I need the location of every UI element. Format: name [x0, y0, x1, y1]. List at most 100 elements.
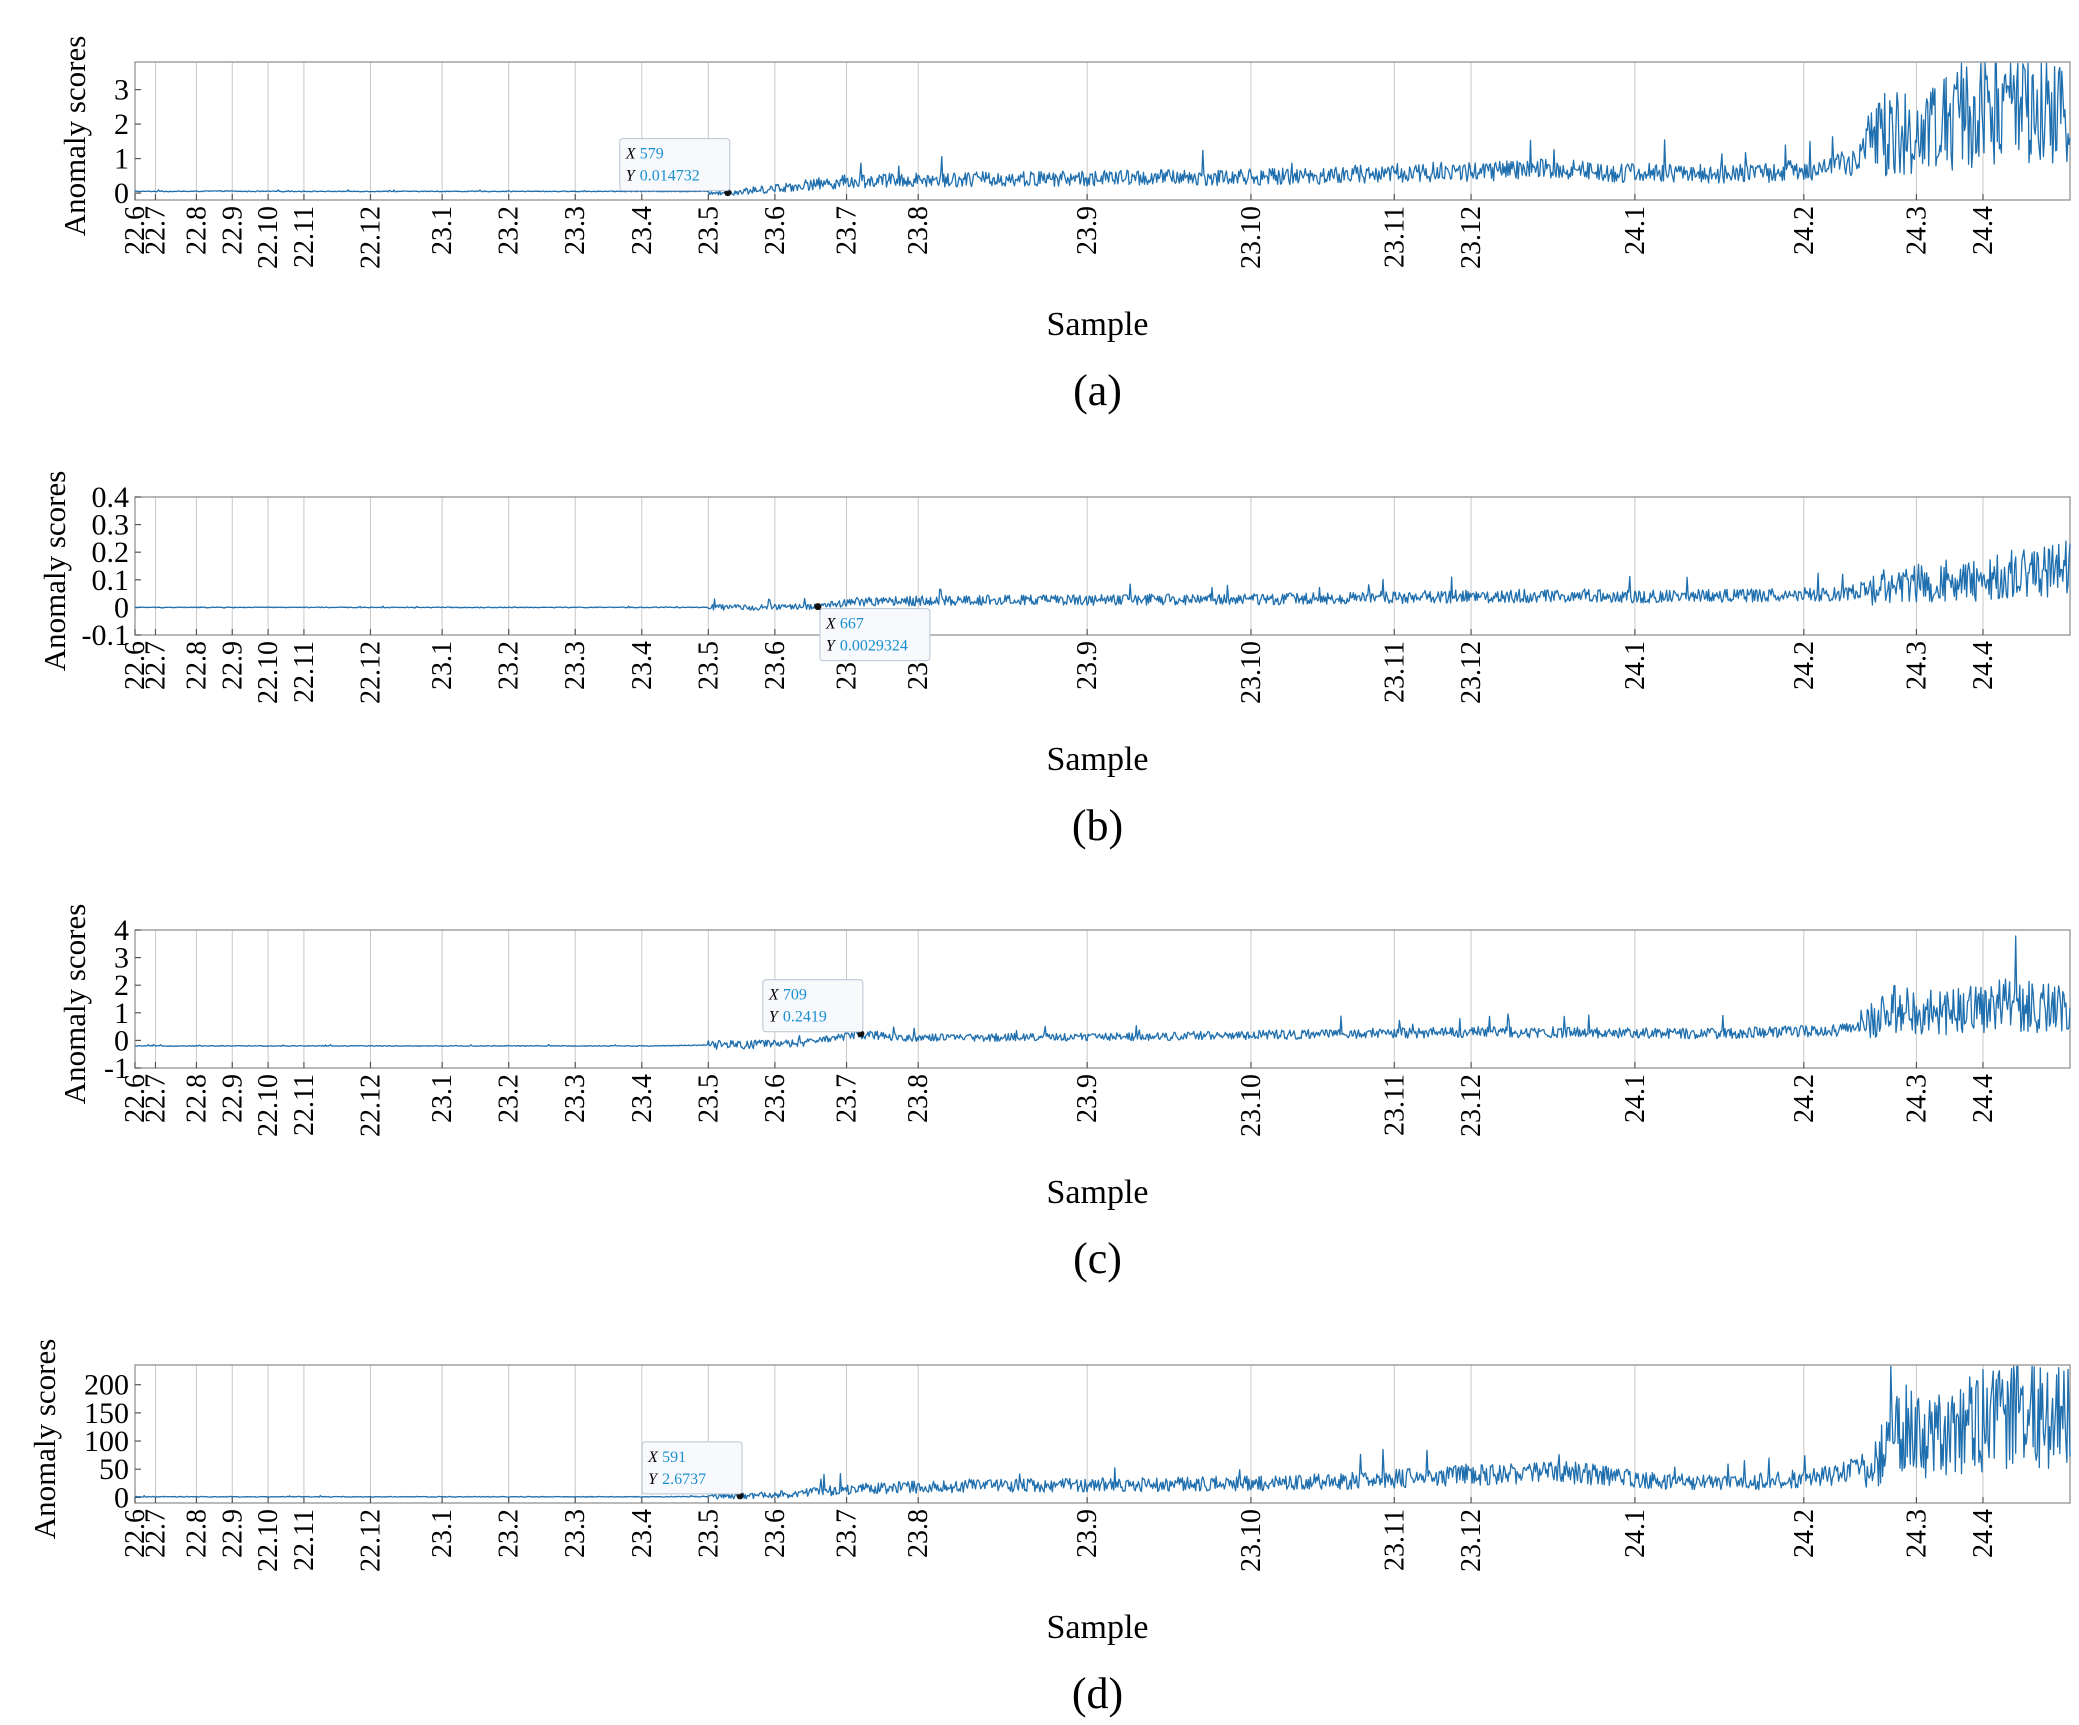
x-tick-label: 23.12 [1456, 641, 1487, 704]
y-tick-label: -1 [104, 1052, 129, 1085]
y-axis-label: Anomaly scores [57, 904, 92, 1105]
y-tick-label: 0.4 [92, 481, 130, 514]
x-tick-label: 23.11 [1379, 641, 1410, 703]
x-tick-label: 23.6 [760, 206, 791, 255]
x-tick-label: 24.3 [1901, 1074, 1932, 1123]
y-tick-label: 0 [114, 1481, 129, 1514]
x-tick-label: 23.1 [427, 641, 458, 690]
y-axis-label: Anomaly scores [57, 36, 92, 237]
panel-label: (a) [1073, 366, 1122, 415]
x-axis-label: Sample [1047, 1174, 1149, 1211]
x-axis-label: Sample [1047, 306, 1149, 343]
x-tick-label: 24.4 [1968, 1509, 1999, 1558]
panel-b: 22.622.7 22.8 22.9 22.10 22.11 22.12 23.1 23.2 2… [37, 471, 2071, 850]
x-tick-label: 23.11 [1379, 1074, 1410, 1136]
datatip-y-label: Y [626, 168, 637, 185]
x-tick-label: 24.3 [1901, 206, 1932, 255]
x-tick-label: 22.7 [140, 641, 171, 690]
x-tick-label: 23.4 [627, 641, 658, 690]
x-tick-label: 22.11 [289, 641, 320, 703]
datatip-marker[interactable] [814, 603, 822, 611]
x-tick-label: 23.4 [627, 206, 658, 255]
x-tick-label: 24.2 [1789, 1074, 1820, 1123]
y-tick-label: 0.1 [92, 564, 130, 597]
datatip-x-value: 709 [783, 987, 807, 1004]
y-tick-label: 100 [84, 1425, 129, 1458]
x-tick-label: 23.1 [427, 1509, 458, 1558]
x-tick-label: 22.12 [355, 1074, 386, 1137]
y-tick-label: 2 [114, 108, 129, 141]
x-tick-label: 24.4 [1968, 1074, 1999, 1123]
x-tick-label: 22.12 [355, 641, 386, 704]
datatip-box [641, 1441, 743, 1495]
y-tick-label: 0.3 [92, 509, 130, 542]
datatip-y-label: Y [769, 1009, 780, 1026]
y-tick-label: -0.1 [82, 619, 130, 652]
datatip-x-label: X [825, 616, 837, 633]
x-tick-label: 23.5 [693, 1509, 724, 1558]
anomaly-score-series [135, 62, 2071, 196]
x-tick-label: 24.2 [1789, 1509, 1820, 1558]
x-tick-label: 22.7 [140, 206, 171, 255]
x-tick-label: 23.7 [832, 206, 863, 255]
x-tick-label: 22.9 [217, 641, 248, 690]
panel-d: 22.622.7 22.8 22.9 22.10 22.11 22.12 23.1 23.2 2… [27, 1339, 2071, 1718]
x-tick-label: 23.3 [560, 1509, 591, 1558]
x-tick-label: 23.1 [427, 1074, 458, 1123]
x-tick-label: 24.1 [1620, 206, 1651, 255]
x-tick-label: 23.2 [494, 641, 525, 690]
x-tick-label: 22.10 [253, 206, 284, 269]
y-axis-label: Anomaly scores [37, 471, 72, 672]
x-tick-label: 22.8 [181, 641, 212, 690]
x-tick-label: 23.10 [1236, 206, 1267, 269]
x-tick-label: 24.2 [1789, 206, 1820, 255]
datatip-x-value: 591 [662, 1449, 686, 1466]
x-tick-label: 23.3 [560, 641, 591, 690]
x-tick-label: 24.4 [1968, 641, 1999, 690]
y-tick-label: 0.2 [92, 536, 130, 569]
y-tick-label: 0 [114, 177, 129, 210]
x-tick-label: 23.8 [903, 206, 934, 255]
y-tick-label: 3 [114, 942, 129, 975]
x-tick-label: 23.4 [627, 1509, 658, 1558]
y-tick-label: 0 [114, 1024, 129, 1057]
x-tick-label: 24.1 [1620, 1509, 1651, 1558]
x-tick-label: 23.8 [903, 1509, 934, 1558]
x-tick-label: 22.7 [140, 1074, 171, 1123]
x-tick-label: 22.12 [355, 1509, 386, 1572]
panel-label: (b) [1072, 801, 1123, 850]
x-tick-label: 23.9 [1072, 1074, 1103, 1123]
datatip-y-label: Y [826, 638, 837, 655]
x-tick-label: 23.10 [1236, 1074, 1267, 1137]
x-axis-label: Sample [1047, 741, 1149, 778]
x-tick-label: 24.1 [1620, 1074, 1651, 1123]
datatip-y-label: Y [648, 1471, 659, 1488]
x-tick-label: 23.12 [1456, 206, 1487, 269]
y-tick-label: 50 [99, 1453, 129, 1486]
x-tick-label: 22.10 [253, 1074, 284, 1137]
x-tick-label: 24.4 [1968, 206, 1999, 255]
x-tick-label: 23.10 [1236, 641, 1267, 704]
y-tick-label: 200 [84, 1369, 129, 1402]
datatip-box [819, 608, 931, 662]
datatip-x-value: 667 [840, 616, 864, 633]
y-tick-label: 0 [114, 591, 129, 624]
datatip-box [619, 138, 731, 192]
y-tick-label: 2 [114, 969, 129, 1002]
x-tick-label: 24.3 [1901, 1509, 1932, 1558]
x-tick-label: 23.11 [1379, 206, 1410, 268]
datatip-y-value: 0.014732 [640, 168, 700, 185]
anomaly-score-series [134, 540, 2071, 611]
x-tick-label: 22.11 [289, 1509, 320, 1571]
x-tick-label: 22.8 [181, 1509, 212, 1558]
datatip-x-label: X [768, 987, 780, 1004]
plot-area [134, 496, 2071, 636]
datatip-x-label: X [647, 1449, 659, 1466]
panel-label: (c) [1073, 1234, 1122, 1283]
x-tick-label: 23.5 [693, 1074, 724, 1123]
panel-c: 22.622.7 22.8 22.9 22.10 22.11 22.12 23.1 23.2 2… [57, 904, 2071, 1283]
x-tick-label: 22.6 [120, 1509, 151, 1558]
x-tick-label: 23.3 [560, 206, 591, 255]
